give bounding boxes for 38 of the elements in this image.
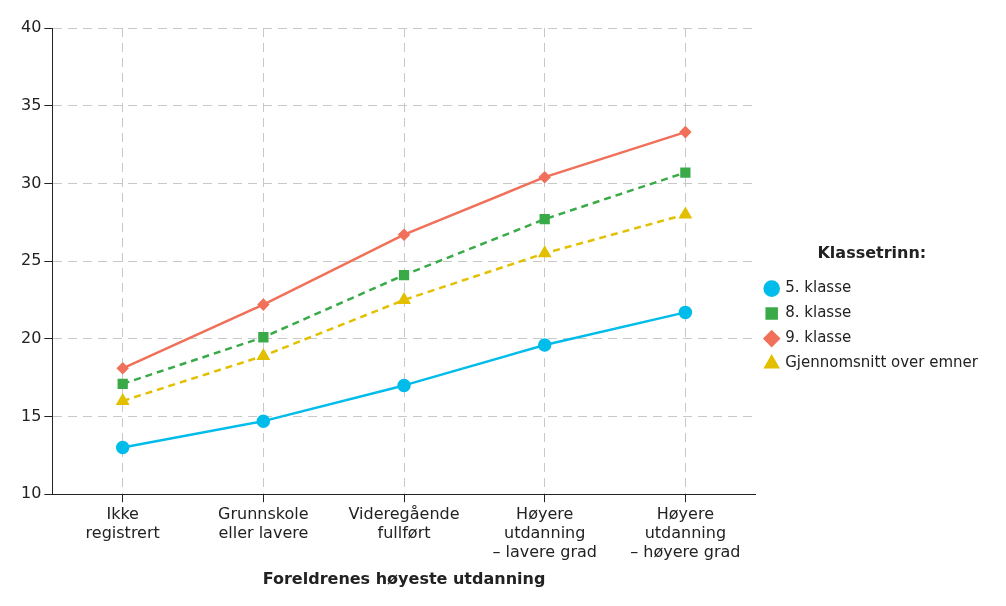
point (398, 228, 410, 241)
legend-label: 8. klasse (785, 303, 852, 322)
legend-label: Gjennomsnitt over emner (785, 353, 979, 372)
point (679, 126, 692, 138)
y-tick-label: 20 (21, 327, 42, 347)
point (117, 378, 128, 390)
x-tick-label: Grunnskole eller lavere (218, 503, 309, 543)
y-tick-label: 40 (21, 17, 42, 37)
point (538, 246, 551, 258)
x-tick-label: Høyere utdanning – lavere grad (492, 503, 597, 562)
point (256, 414, 271, 428)
y-tick-label: 35 (21, 94, 42, 114)
y-tick-label: 30 (21, 172, 42, 192)
x-tick-label: Ikke registrert (85, 503, 160, 543)
point (398, 269, 410, 281)
legend-label: 9. klasse (785, 328, 852, 347)
point (398, 293, 411, 304)
x-tick-label: Videregående fullført (348, 503, 460, 543)
point (537, 338, 552, 352)
x-tick-label: Høyere utdanning – høyere grad (630, 503, 741, 562)
point (539, 214, 550, 225)
legend-label: 5. klasse (785, 278, 852, 297)
legend-title: Klassetrinn: (817, 243, 927, 263)
y-tick-label: 15 (21, 405, 42, 425)
point (116, 394, 129, 405)
point (538, 171, 551, 183)
point (115, 440, 130, 455)
point (680, 167, 691, 178)
point (258, 332, 269, 343)
point (257, 298, 270, 311)
point (679, 207, 692, 219)
x-axis-title: Foreldrenes høyeste utdanning (262, 568, 546, 588)
point (678, 305, 693, 320)
point (116, 362, 129, 375)
point (257, 349, 270, 360)
y-tick-label: 10 (21, 483, 42, 503)
y-tick-label: 25 (21, 250, 42, 270)
point (397, 378, 411, 393)
